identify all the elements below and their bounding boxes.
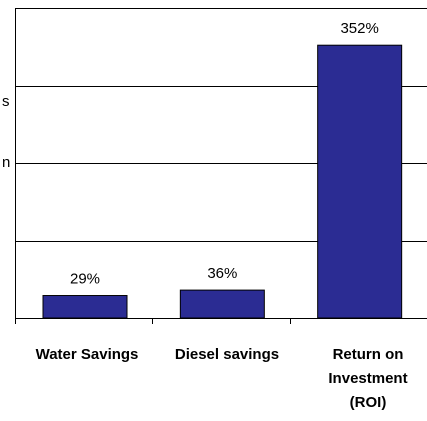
clipped-axis-text-2: n (2, 154, 10, 171)
bar (179, 289, 265, 319)
bars (42, 44, 403, 319)
category-label: Water Savings (36, 346, 139, 363)
category-label: Diesel savings (175, 346, 279, 363)
bar (317, 44, 403, 319)
data-label: 352% (340, 20, 378, 37)
clipped-axis-text: s n (2, 93, 10, 171)
category-label: Return on (333, 346, 404, 363)
data-label: 29% (70, 271, 100, 288)
data-label: 36% (207, 265, 237, 282)
category-label: (ROI) (350, 394, 387, 411)
data-labels: 29% 36% 352% (70, 20, 379, 287)
bar (42, 295, 128, 319)
category-labels: Water Savings Diesel savings Return on Inve… (36, 346, 408, 411)
category-label: Investment (328, 370, 407, 387)
axes (15, 8, 427, 324)
clipped-axis-text-1: s (2, 93, 10, 110)
